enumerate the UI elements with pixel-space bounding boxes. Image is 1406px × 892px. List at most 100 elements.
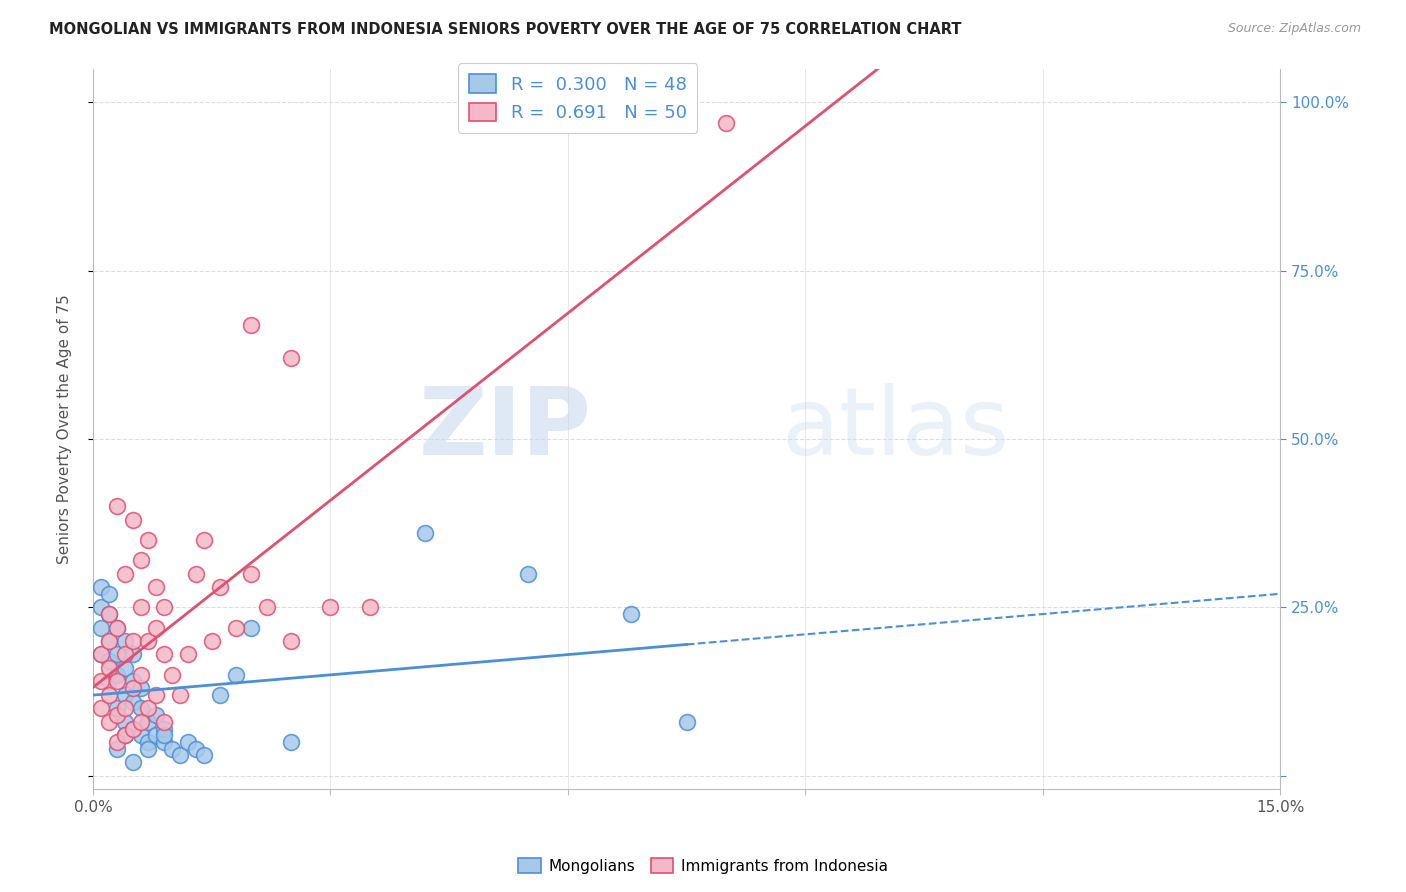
Point [620,607,643,621]
Point [105,708,128,723]
Point [138,701,160,715]
Point [138,533,160,547]
Point [240,621,263,635]
Point [105,621,128,635]
Legend: R =  0.300   N = 48, R =  0.691   N = 50: R = 0.300 N = 48, R = 0.691 N = 50 [458,63,697,133]
Point [319,600,342,615]
Point [224,667,246,681]
Point [153,648,176,662]
Point [97,714,120,729]
Point [114,661,136,675]
Point [114,566,136,581]
Point [97,607,120,621]
Point [121,755,143,769]
Point [90,648,112,662]
Point [129,701,152,715]
Point [517,566,540,581]
Point [114,648,136,662]
Point [121,674,143,689]
Point [105,500,128,514]
Point [145,688,167,702]
Point [675,714,697,729]
Text: MONGOLIAN VS IMMIGRANTS FROM INDONESIA SENIORS POVERTY OVER THE AGE OF 75 CORREL: MONGOLIAN VS IMMIGRANTS FROM INDONESIA S… [49,22,962,37]
Point [145,621,167,635]
Point [145,580,167,594]
Point [90,600,112,615]
Text: ZIP: ZIP [419,383,592,475]
Point [208,580,231,594]
Point [129,600,152,615]
Point [129,681,152,695]
Point [97,661,120,675]
Point [105,667,128,681]
Point [114,701,136,715]
Point [97,587,120,601]
Point [105,648,128,662]
Text: Source: ZipAtlas.com: Source: ZipAtlas.com [1227,22,1361,36]
Point [160,667,183,681]
Point [280,735,302,749]
Point [121,634,143,648]
Point [121,648,143,662]
Point [193,748,215,763]
Point [184,741,207,756]
Point [153,722,176,736]
Point [114,714,136,729]
Point [193,533,215,547]
Point [169,688,191,702]
Text: atlas: atlas [782,383,1010,475]
Point [256,600,278,615]
Point [97,674,120,689]
Point [97,634,120,648]
Point [121,722,143,736]
Point [160,741,183,756]
Point [105,741,128,756]
Point [153,728,176,742]
Point [359,600,381,615]
Point [97,634,120,648]
Point [121,513,143,527]
Point [153,600,176,615]
Point [415,526,437,541]
Point [224,621,246,635]
Point [121,695,143,709]
Point [138,634,160,648]
Point [145,728,167,742]
Point [153,714,176,729]
Point [240,318,263,332]
Point [153,735,176,749]
Point [129,553,152,567]
Point [90,674,112,689]
Point [114,634,136,648]
Point [184,566,207,581]
Legend: Mongolians, Immigrants from Indonesia: Mongolians, Immigrants from Indonesia [512,852,894,880]
Point [105,674,128,689]
Point [129,667,152,681]
Point [201,634,224,648]
Point [280,634,302,648]
Point [169,748,191,763]
Point [138,735,160,749]
Point [177,735,200,749]
Point [105,735,128,749]
Point [129,714,152,729]
Point [121,722,143,736]
Point [105,621,128,635]
Point [90,701,112,715]
Point [138,714,160,729]
Point [114,728,136,742]
Point [90,621,112,635]
Point [145,708,167,723]
Point [716,115,738,129]
Point [114,728,136,742]
Point [208,688,231,702]
Point [97,607,120,621]
Point [138,741,160,756]
Point [129,728,152,742]
Point [97,688,120,702]
Point [90,580,112,594]
Point [177,648,200,662]
Point [280,351,302,366]
Point [105,701,128,715]
Point [121,681,143,695]
